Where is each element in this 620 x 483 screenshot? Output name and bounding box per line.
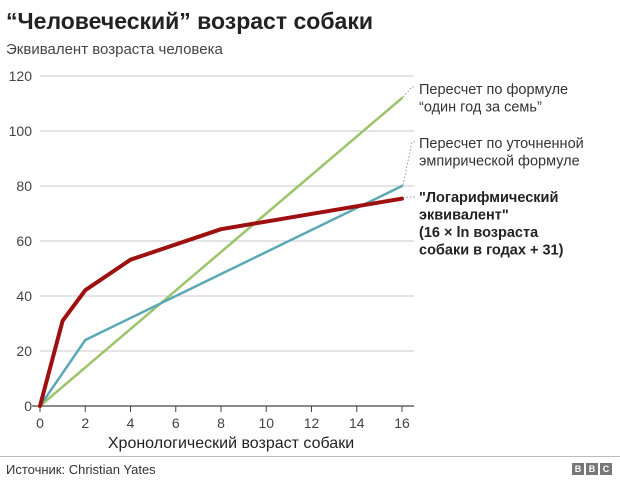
x-axis-title: Хронологический возраст собаки bbox=[108, 435, 354, 452]
x-tick-label: 4 bbox=[127, 415, 135, 431]
y-tick-label: 120 bbox=[9, 68, 33, 84]
label-connector-log bbox=[402, 196, 416, 199]
bbc-logo: B B C bbox=[572, 463, 612, 475]
series-label-seven_years: Пересчет по формуле “один год за семь” bbox=[419, 82, 568, 116]
y-tick-label: 20 bbox=[16, 343, 32, 359]
x-tick-label: 10 bbox=[258, 415, 274, 431]
series-label-empirical: Пересчет по уточненной эмпирической форму… bbox=[419, 136, 584, 170]
series-label-log: "Логарифмический эквивалент" (16 × ln возр… bbox=[419, 190, 564, 259]
x-tick-label: 14 bbox=[349, 415, 365, 431]
series-labels: Пересчет по формуле “один год за семь” Пер… bbox=[402, 82, 584, 259]
y-tick-label: 40 bbox=[16, 288, 32, 304]
series-line-seven_years bbox=[38, 96, 404, 408]
x-tick-label: 16 bbox=[394, 415, 410, 431]
y-tick-label: 60 bbox=[16, 233, 32, 249]
x-tick-label: 0 bbox=[36, 415, 44, 431]
label-connector-seven_years bbox=[402, 86, 416, 98]
x-tick-label: 2 bbox=[81, 415, 89, 431]
y-tick-label: 0 bbox=[24, 398, 32, 414]
grid-lines bbox=[40, 75, 414, 352]
label-connector-empirical bbox=[402, 141, 416, 186]
y-tick-label: 100 bbox=[9, 123, 33, 139]
axes: 0 20 40 60 80 100 120 0 2 4 6 8 10 12 14 16 Хронологичес… bbox=[9, 68, 414, 452]
series-line-log bbox=[38, 196, 404, 408]
series-line-empirical bbox=[38, 184, 404, 408]
x-tick-label: 8 bbox=[217, 415, 225, 431]
y-axis-subtitle: Эквивалент возраста человека bbox=[6, 41, 223, 58]
bbc-logo-letter-2: B bbox=[586, 463, 598, 475]
bbc-logo-letter-1: B bbox=[572, 463, 584, 475]
source-note: Источник: Christian Yates bbox=[6, 462, 156, 477]
x-tick-label: 12 bbox=[304, 415, 320, 431]
x-tick-label: 6 bbox=[172, 415, 180, 431]
footer-divider bbox=[0, 456, 620, 457]
series-lines bbox=[38, 96, 404, 408]
chart-title: “Человеческий” возраст собаки bbox=[6, 8, 373, 34]
bbc-logo-letter-3: C bbox=[600, 463, 612, 475]
y-tick-label: 80 bbox=[16, 178, 32, 194]
